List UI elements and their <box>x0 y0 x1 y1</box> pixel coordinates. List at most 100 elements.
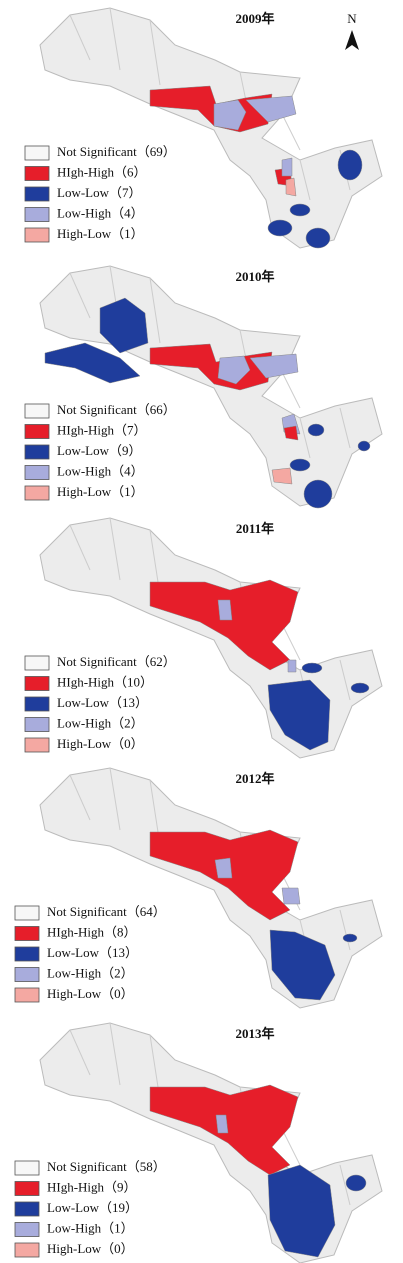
legend-swatch <box>24 207 50 222</box>
district-border <box>69 1029 91 1076</box>
cluster-region <box>307 423 325 437</box>
legend-label: High-Low（0） <box>47 1241 134 1256</box>
legend-swatch <box>14 1201 40 1217</box>
legend-label: Low-High（2） <box>57 715 144 730</box>
district-border <box>339 407 351 449</box>
legend-label: Low-Low（9） <box>57 443 142 458</box>
panel: 2011年 Not Significant（62） HIgh-High（10） Low… <box>24 517 383 759</box>
cluster-region <box>149 579 299 671</box>
legend-swatch <box>14 1160 40 1176</box>
district-border <box>109 517 121 581</box>
panel-title: 2012年 <box>235 771 274 786</box>
cluster-region <box>350 682 370 694</box>
district-border <box>69 774 91 821</box>
legend-swatch <box>24 166 50 181</box>
cluster-region <box>289 458 311 472</box>
legend-label: HIgh-High（8） <box>47 924 137 939</box>
legend-swatch <box>24 696 50 712</box>
legend-label: High-Low（0） <box>47 986 134 1001</box>
cluster-region <box>337 149 363 181</box>
legend-swatch <box>24 465 50 480</box>
legend-label: HIgh-High（9） <box>47 1179 137 1194</box>
cluster-region <box>267 219 293 237</box>
district-border <box>109 7 121 71</box>
cluster-region <box>285 177 297 197</box>
cluster-region <box>305 227 331 249</box>
cluster-region <box>342 933 358 943</box>
panel: 2013年 Not Significant（58） HIgh-High（9） Low-… <box>14 1022 383 1263</box>
legend-swatch <box>24 655 50 671</box>
legend-swatch <box>14 1222 40 1237</box>
north-arrow <box>345 30 359 50</box>
district-border <box>69 524 91 571</box>
cluster-region <box>271 467 293 485</box>
legend-swatch <box>14 1242 40 1258</box>
panel: 2012年 Not Significant（64） HIgh-High（8） Low-… <box>14 767 383 1009</box>
panel: 2010年 Not Significant（66） HIgh-High（7） Low-… <box>24 265 383 509</box>
cluster-region <box>249 353 299 379</box>
legend-label: High-Low（0） <box>57 736 144 751</box>
cluster-region <box>287 659 297 673</box>
district-border <box>109 767 121 831</box>
district-border <box>339 659 351 701</box>
district-border <box>149 277 161 344</box>
district-border <box>339 1164 351 1206</box>
legend-label: High-Low（1） <box>57 484 144 499</box>
legend-label: Low-Low（19） <box>47 1200 138 1215</box>
cluster-region <box>267 679 331 751</box>
legend-swatch <box>14 926 40 941</box>
cluster-region <box>357 440 371 452</box>
panel-title: 2013年 <box>235 1026 274 1041</box>
legend-label: Not Significant（69） <box>57 144 176 159</box>
legend-swatch <box>24 485 50 501</box>
legend-swatch <box>14 946 40 962</box>
cluster-region <box>214 857 233 879</box>
cluster-region <box>217 599 233 621</box>
legend-label: Not Significant（66） <box>57 402 176 417</box>
district-border <box>109 1022 121 1086</box>
district-border <box>339 909 351 951</box>
legend-label: High-Low（1） <box>57 226 144 241</box>
legend-label: Not Significant（62） <box>57 654 176 669</box>
legend-label: Low-Low（7） <box>57 185 142 200</box>
cluster-region <box>213 99 247 131</box>
legend-swatch <box>14 1181 40 1196</box>
legend-label: Not Significant（64） <box>47 904 166 919</box>
cluster-region <box>267 1164 336 1258</box>
legend-label: Low-High（4） <box>57 463 144 478</box>
legend-label: Low-Low（13） <box>47 945 138 960</box>
cluster-region <box>281 887 301 905</box>
cluster-region <box>283 425 299 441</box>
legend-label: HIgh-High（10） <box>57 674 153 689</box>
legend-label: Low-High（1） <box>47 1220 134 1235</box>
legend-label: HIgh-High（6） <box>57 164 147 179</box>
cluster-region <box>99 297 149 354</box>
panel-title: 2009年 <box>235 11 274 26</box>
legend-swatch <box>24 676 50 691</box>
cluster-region <box>289 203 311 217</box>
legend-swatch <box>24 403 50 419</box>
north-label: N <box>347 11 357 26</box>
legend-swatch <box>24 717 50 732</box>
legend-swatch <box>24 424 50 439</box>
panel-title: 2010年 <box>235 269 274 284</box>
province-outline <box>39 7 383 249</box>
legend-swatch <box>24 444 50 460</box>
legend-label: HIgh-High（7） <box>57 422 147 437</box>
district-border <box>299 417 311 459</box>
district-border <box>69 14 91 61</box>
cluster-region <box>301 662 323 674</box>
cluster-region <box>281 157 293 177</box>
legend-label: Low-High（4） <box>57 205 144 220</box>
legend-swatch <box>24 145 50 161</box>
cluster-region <box>44 342 141 384</box>
cluster-region <box>269 929 336 1001</box>
cluster-region <box>303 479 333 509</box>
district-border <box>69 272 91 319</box>
legend-label: Not Significant（58） <box>47 1159 166 1174</box>
legend-swatch <box>24 186 50 202</box>
legend-swatch <box>24 227 50 243</box>
legend-label: Low-Low（13） <box>57 695 148 710</box>
